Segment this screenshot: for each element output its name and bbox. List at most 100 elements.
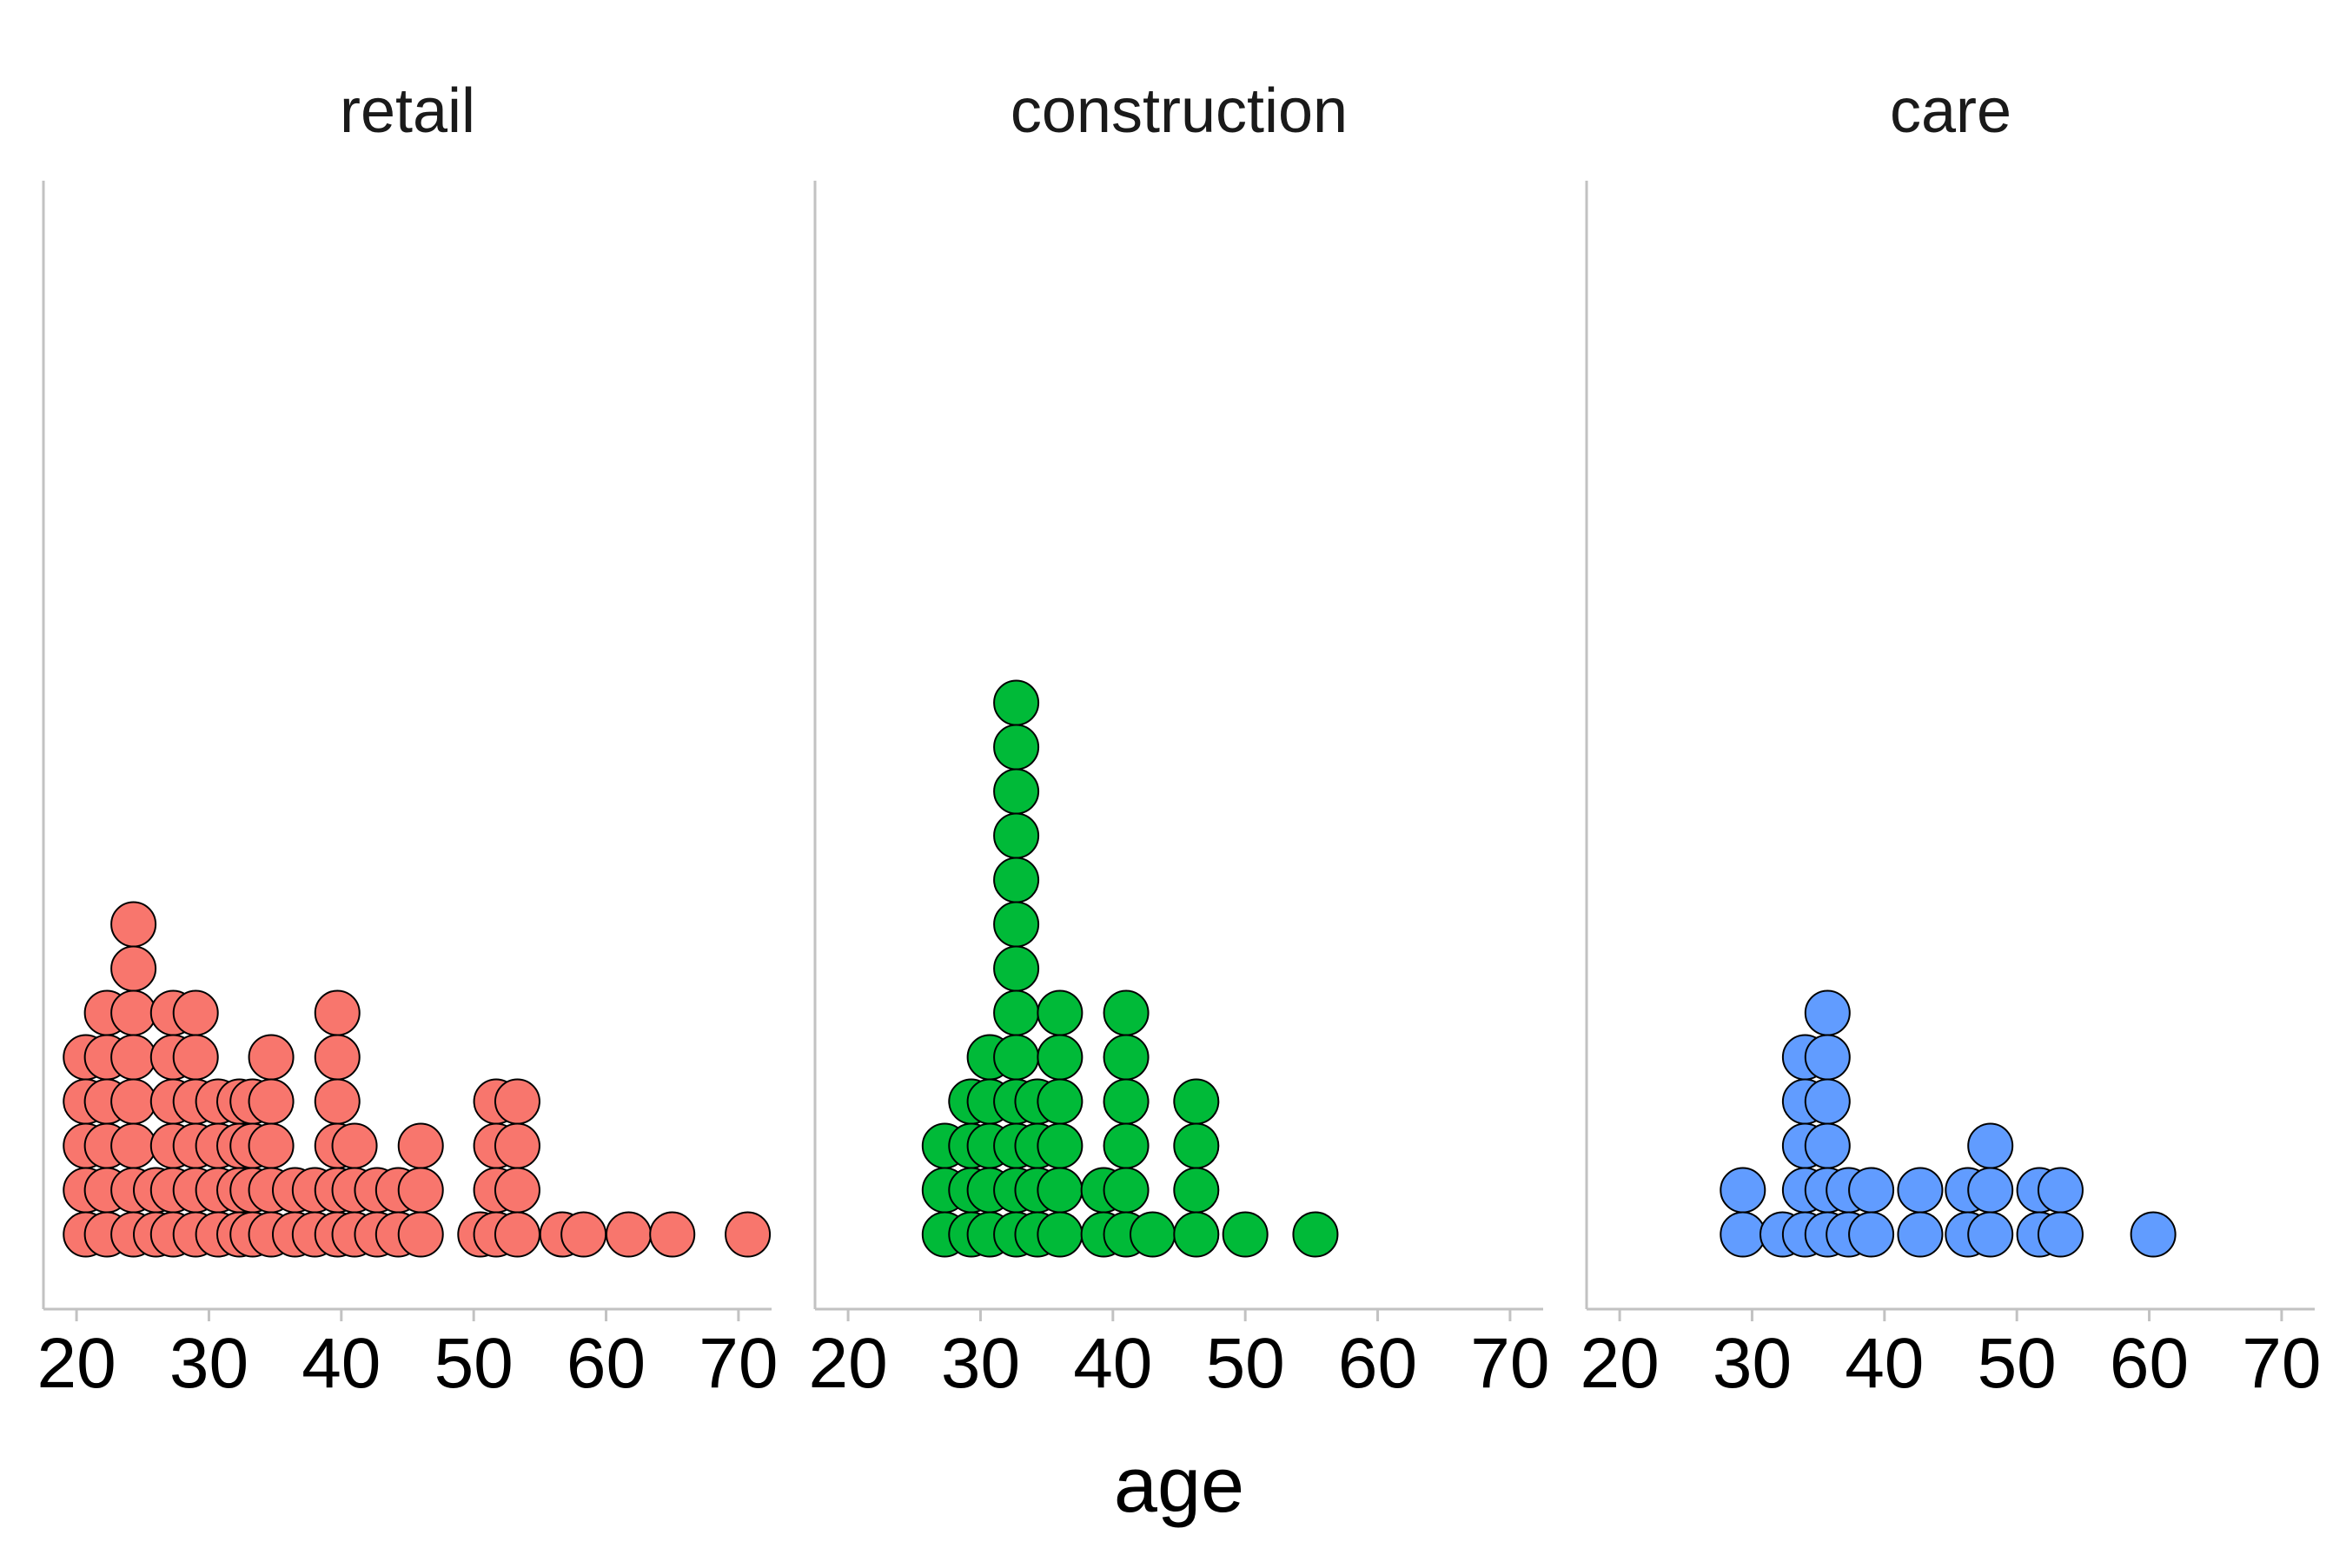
data-dot (1720, 1211, 1766, 1258)
dot-stacks (1720, 989, 2177, 1258)
data-dot (110, 1078, 157, 1125)
x-tick-label: 60 (567, 1324, 646, 1403)
x-tick-label: 70 (1470, 1324, 1549, 1403)
data-dot (248, 1034, 295, 1081)
data-dot (110, 901, 157, 948)
data-dot (248, 1078, 295, 1125)
facet-panel-retail: retail 20 30 40 50 60 70 (36, 76, 778, 1403)
facet-panels: retail 20 30 40 50 60 70 construction 20 30 40 50 60… (36, 76, 2321, 1403)
x-tick-label: 30 (1713, 1324, 1792, 1403)
data-dot (248, 1122, 295, 1169)
x-tick-label: 50 (1206, 1324, 1285, 1403)
data-dot (1037, 1167, 1084, 1214)
data-dot (1103, 1034, 1150, 1081)
data-dot (1292, 1211, 1339, 1258)
data-dot (1130, 1211, 1176, 1258)
x-tick-label: 50 (434, 1324, 514, 1403)
x-tick-label: 20 (36, 1324, 116, 1403)
dot-stacks (63, 901, 772, 1258)
data-dot (1848, 1211, 1895, 1258)
data-dot (172, 1034, 219, 1081)
data-dot (397, 1167, 444, 1214)
data-dot (1103, 1078, 1150, 1125)
data-dot (1103, 1167, 1150, 1214)
data-dot (1897, 1167, 1944, 1214)
x-tick-label: 60 (1338, 1324, 1417, 1403)
data-dot (1967, 1122, 2014, 1169)
data-dot (110, 1122, 157, 1169)
data-dot (1720, 1167, 1766, 1214)
x-tick-label: 20 (1580, 1324, 1659, 1403)
data-dot (110, 1034, 157, 1081)
data-dot (1804, 1078, 1851, 1125)
data-dot (494, 1078, 540, 1125)
x-tick-label: 30 (169, 1324, 249, 1403)
data-dot (1967, 1167, 2014, 1214)
data-dot (314, 1034, 361, 1081)
x-tick-label: 70 (2242, 1324, 2321, 1403)
data-dot (1848, 1167, 1895, 1214)
data-dot (494, 1211, 540, 1258)
x-tick-label: 50 (1978, 1324, 2057, 1403)
data-dot (1804, 1122, 1851, 1169)
data-dot (993, 989, 1040, 1036)
data-dot (1804, 1034, 1851, 1081)
data-dot (1222, 1211, 1269, 1258)
facet-panel-care: care 20 30 40 50 60 70 (1580, 76, 2321, 1403)
dot-stacks (921, 679, 1339, 1258)
data-dot (110, 989, 157, 1036)
data-dot (494, 1122, 540, 1169)
data-dot (314, 989, 361, 1036)
data-dot (649, 1211, 696, 1258)
x-tick-label: 40 (1073, 1324, 1152, 1403)
data-dot (560, 1211, 607, 1258)
data-dot (1897, 1211, 1944, 1258)
data-dot (314, 1078, 361, 1125)
data-dot (2037, 1167, 2084, 1214)
data-dot (172, 989, 219, 1036)
data-dot (1173, 1078, 1220, 1125)
data-dot (993, 768, 1040, 815)
x-tick-label: 30 (941, 1324, 1020, 1403)
data-dot (1037, 1122, 1084, 1169)
data-dot (1103, 1122, 1150, 1169)
data-dot (1173, 1122, 1220, 1169)
data-dot (1037, 989, 1084, 1036)
data-dot (993, 1034, 1040, 1081)
x-axis-title: age (1114, 1442, 1244, 1529)
data-dot (1173, 1211, 1220, 1258)
data-dot (494, 1167, 540, 1214)
x-tick-label: 60 (2110, 1324, 2189, 1403)
data-dot (993, 857, 1040, 903)
x-tick-label: 70 (699, 1324, 778, 1403)
data-dot (2130, 1211, 2177, 1258)
facet-title: care (1890, 76, 2011, 146)
data-dot (725, 1211, 772, 1258)
data-dot (110, 945, 157, 992)
data-dot (1967, 1211, 2014, 1258)
data-dot (993, 945, 1040, 992)
data-dot (993, 812, 1040, 859)
x-tick-label: 40 (1845, 1324, 1924, 1403)
data-dot (1804, 989, 1851, 1036)
data-dot (397, 1211, 444, 1258)
data-dot (331, 1122, 378, 1169)
data-dot (397, 1122, 444, 1169)
data-dot (1173, 1167, 1220, 1214)
facet-panel-construction: construction 20 30 40 50 60 70 (808, 76, 1549, 1403)
x-tick-label: 20 (808, 1324, 887, 1403)
data-dot (1037, 1211, 1084, 1258)
x-tick-label: 40 (302, 1324, 381, 1403)
data-dot (2037, 1211, 2084, 1258)
data-dot (1103, 989, 1150, 1036)
data-dot (993, 679, 1040, 726)
facet-title: construction (1011, 76, 1348, 146)
facet-title: retail (340, 76, 475, 146)
data-dot (1037, 1034, 1084, 1081)
data-dot (1037, 1078, 1084, 1125)
data-dot (993, 901, 1040, 948)
data-dot (605, 1211, 652, 1258)
data-dot (993, 724, 1040, 771)
